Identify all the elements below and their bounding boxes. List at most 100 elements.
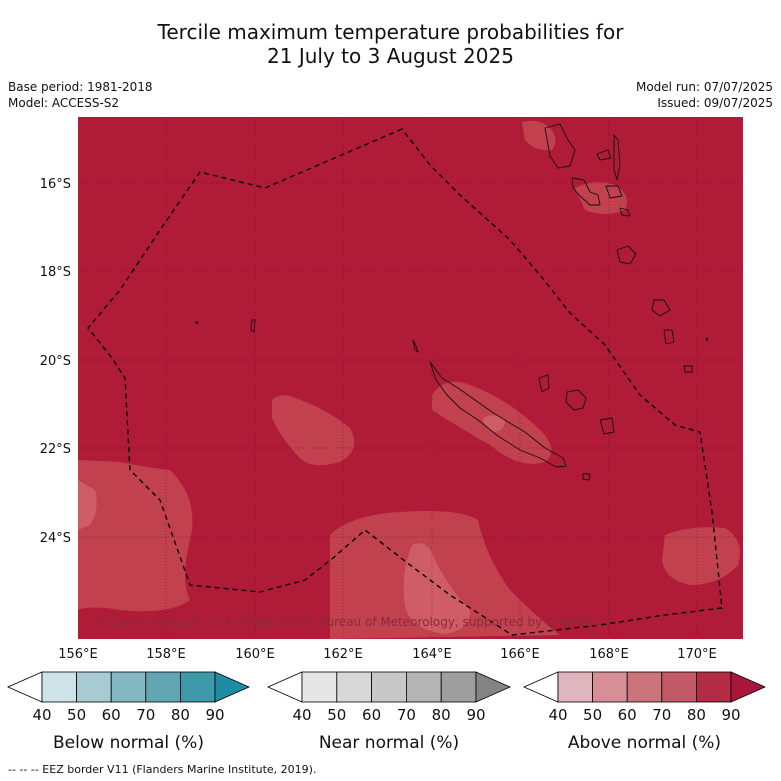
legend-tick-label: 50 xyxy=(67,706,86,724)
legend-color-step xyxy=(440,671,477,703)
legend-tick-label: 40 xyxy=(292,706,311,724)
island-new-caledonia-north xyxy=(412,339,419,353)
island-loyalty-ouvea xyxy=(538,374,550,393)
legend-title: Above normal (%) xyxy=(568,733,721,753)
lon-label-162e: 162°E xyxy=(323,647,363,662)
lon-label-166e: 166°E xyxy=(500,647,540,662)
legend-tick-label: 90 xyxy=(466,706,485,724)
legend-color-step xyxy=(41,671,77,703)
island-malo xyxy=(596,149,612,161)
legend-min-arrow xyxy=(523,671,559,703)
eez-border xyxy=(87,128,723,636)
probability-patch-vanuatu-north xyxy=(522,120,556,151)
map-copyright: © Commonwealth of Australia 2025, Bureau… xyxy=(94,615,599,629)
legend-color-step xyxy=(371,671,407,703)
legend-color-step xyxy=(592,671,628,703)
legend-tick-label: 60 xyxy=(362,706,381,724)
legend-color-step xyxy=(76,671,112,703)
legend-max-arrow xyxy=(475,671,511,703)
lat-label-16s: 16°S xyxy=(40,177,71,192)
lat-label-20s: 20°S xyxy=(40,354,71,369)
legend-color-step xyxy=(301,671,338,703)
probability-patch-vanuatu-south xyxy=(575,182,628,214)
legend-color-step xyxy=(145,671,181,703)
legend-tick-label: 70 xyxy=(397,706,416,724)
coastlines xyxy=(195,123,709,481)
legend-color-step xyxy=(336,671,372,703)
legend-tick-label: 40 xyxy=(548,706,567,724)
legend-color-step xyxy=(179,671,216,703)
lon-label-160e: 160°E xyxy=(235,647,275,662)
island-walpole xyxy=(705,337,709,342)
legend-tick-label: 80 xyxy=(432,706,451,724)
legend-color-step xyxy=(696,671,732,703)
lon-label-158e: 158°E xyxy=(146,647,186,662)
map-title-line-2: 21 July to 3 August 2025 xyxy=(267,44,514,68)
legend-min-arrow xyxy=(267,671,303,703)
probability-patch-west-inner xyxy=(78,480,97,530)
legend-color-step xyxy=(661,671,697,703)
legend-near-normal: 40 50 60 70 80 90 Near normal (%) xyxy=(267,671,511,753)
legend-tick-label: 50 xyxy=(583,706,602,724)
island-erromango xyxy=(651,299,671,317)
legend-tick-label: 60 xyxy=(102,706,121,724)
legend-tick-label: 80 xyxy=(687,706,706,724)
lat-label-18s: 18°S xyxy=(40,265,71,280)
legend-max-arrow xyxy=(730,671,766,703)
probability-patch-east xyxy=(662,527,740,585)
lon-label-156e: 156°E xyxy=(58,647,98,662)
base-period-label: Base period: 1981-2018 xyxy=(8,80,153,94)
legend-tick-label: 60 xyxy=(618,706,637,724)
island-malakula xyxy=(571,177,601,206)
island-loyalty-lifou xyxy=(565,389,587,411)
probability-patch-south-inner xyxy=(403,543,470,634)
legend-tick-label: 50 xyxy=(327,706,346,724)
map-panel[interactable]: © Commonwealth of Australia 2025, Bureau… xyxy=(78,117,743,639)
legend-color-step xyxy=(405,671,442,703)
island-maewo xyxy=(613,134,621,181)
eez-footnote: -- -- -- EEZ border V11 (Flanders Marine… xyxy=(8,763,317,776)
legend-color-step xyxy=(557,671,593,703)
map-gridlines xyxy=(78,117,743,639)
model-label: Model: ACCESS-S2 xyxy=(8,96,120,110)
legend-tick-label: 70 xyxy=(652,706,671,724)
island-tanna xyxy=(663,329,675,345)
legend-max-arrow xyxy=(214,671,250,703)
island-aneityum xyxy=(683,365,693,373)
model-run-label: Model run: 07/07/2025 xyxy=(635,80,773,94)
map-title-line-1: Tercile maximum temperature probabilitie… xyxy=(157,20,624,44)
legend-tick-label: 90 xyxy=(205,706,224,724)
latitude-labels: 16°S 18°S 20°S 22°S 24°S xyxy=(40,177,71,546)
lon-label-168e: 168°E xyxy=(589,647,629,662)
legend-min-arrow xyxy=(7,671,43,703)
legend-title: Below normal (%) xyxy=(53,733,204,753)
legend-color-step xyxy=(626,671,663,703)
legend-tick-label: 70 xyxy=(136,706,155,724)
legend-color-step xyxy=(110,671,147,703)
legend-tick-label: 90 xyxy=(721,706,740,724)
island-small-west xyxy=(195,321,199,325)
legend-tick-label: 40 xyxy=(32,706,51,724)
lat-label-24s: 24°S xyxy=(40,531,71,546)
legend-tick-label: 80 xyxy=(171,706,190,724)
lat-label-22s: 22°S xyxy=(40,442,71,457)
issued-label: Issued: 09/07/2025 xyxy=(657,96,773,110)
island-isle-of-pines xyxy=(582,473,591,481)
lon-label-164e: 164°E xyxy=(412,647,452,662)
longitude-labels: 156°E 158°E 160°E 162°E 164°E 166°E 168°… xyxy=(58,647,717,662)
island-efate xyxy=(616,245,637,265)
lon-label-170e: 170°E xyxy=(677,647,717,662)
island-new-caledonia xyxy=(429,361,567,468)
legend-title: Near normal (%) xyxy=(319,733,459,753)
island-chesterfield xyxy=(250,319,256,333)
probability-patch-south xyxy=(330,511,560,639)
probability-patch-west xyxy=(78,460,193,612)
island-espiritu-santo xyxy=(544,123,576,169)
island-loyalty-mare xyxy=(599,417,615,435)
island-ambrym xyxy=(605,185,623,199)
island-epi xyxy=(619,207,631,217)
